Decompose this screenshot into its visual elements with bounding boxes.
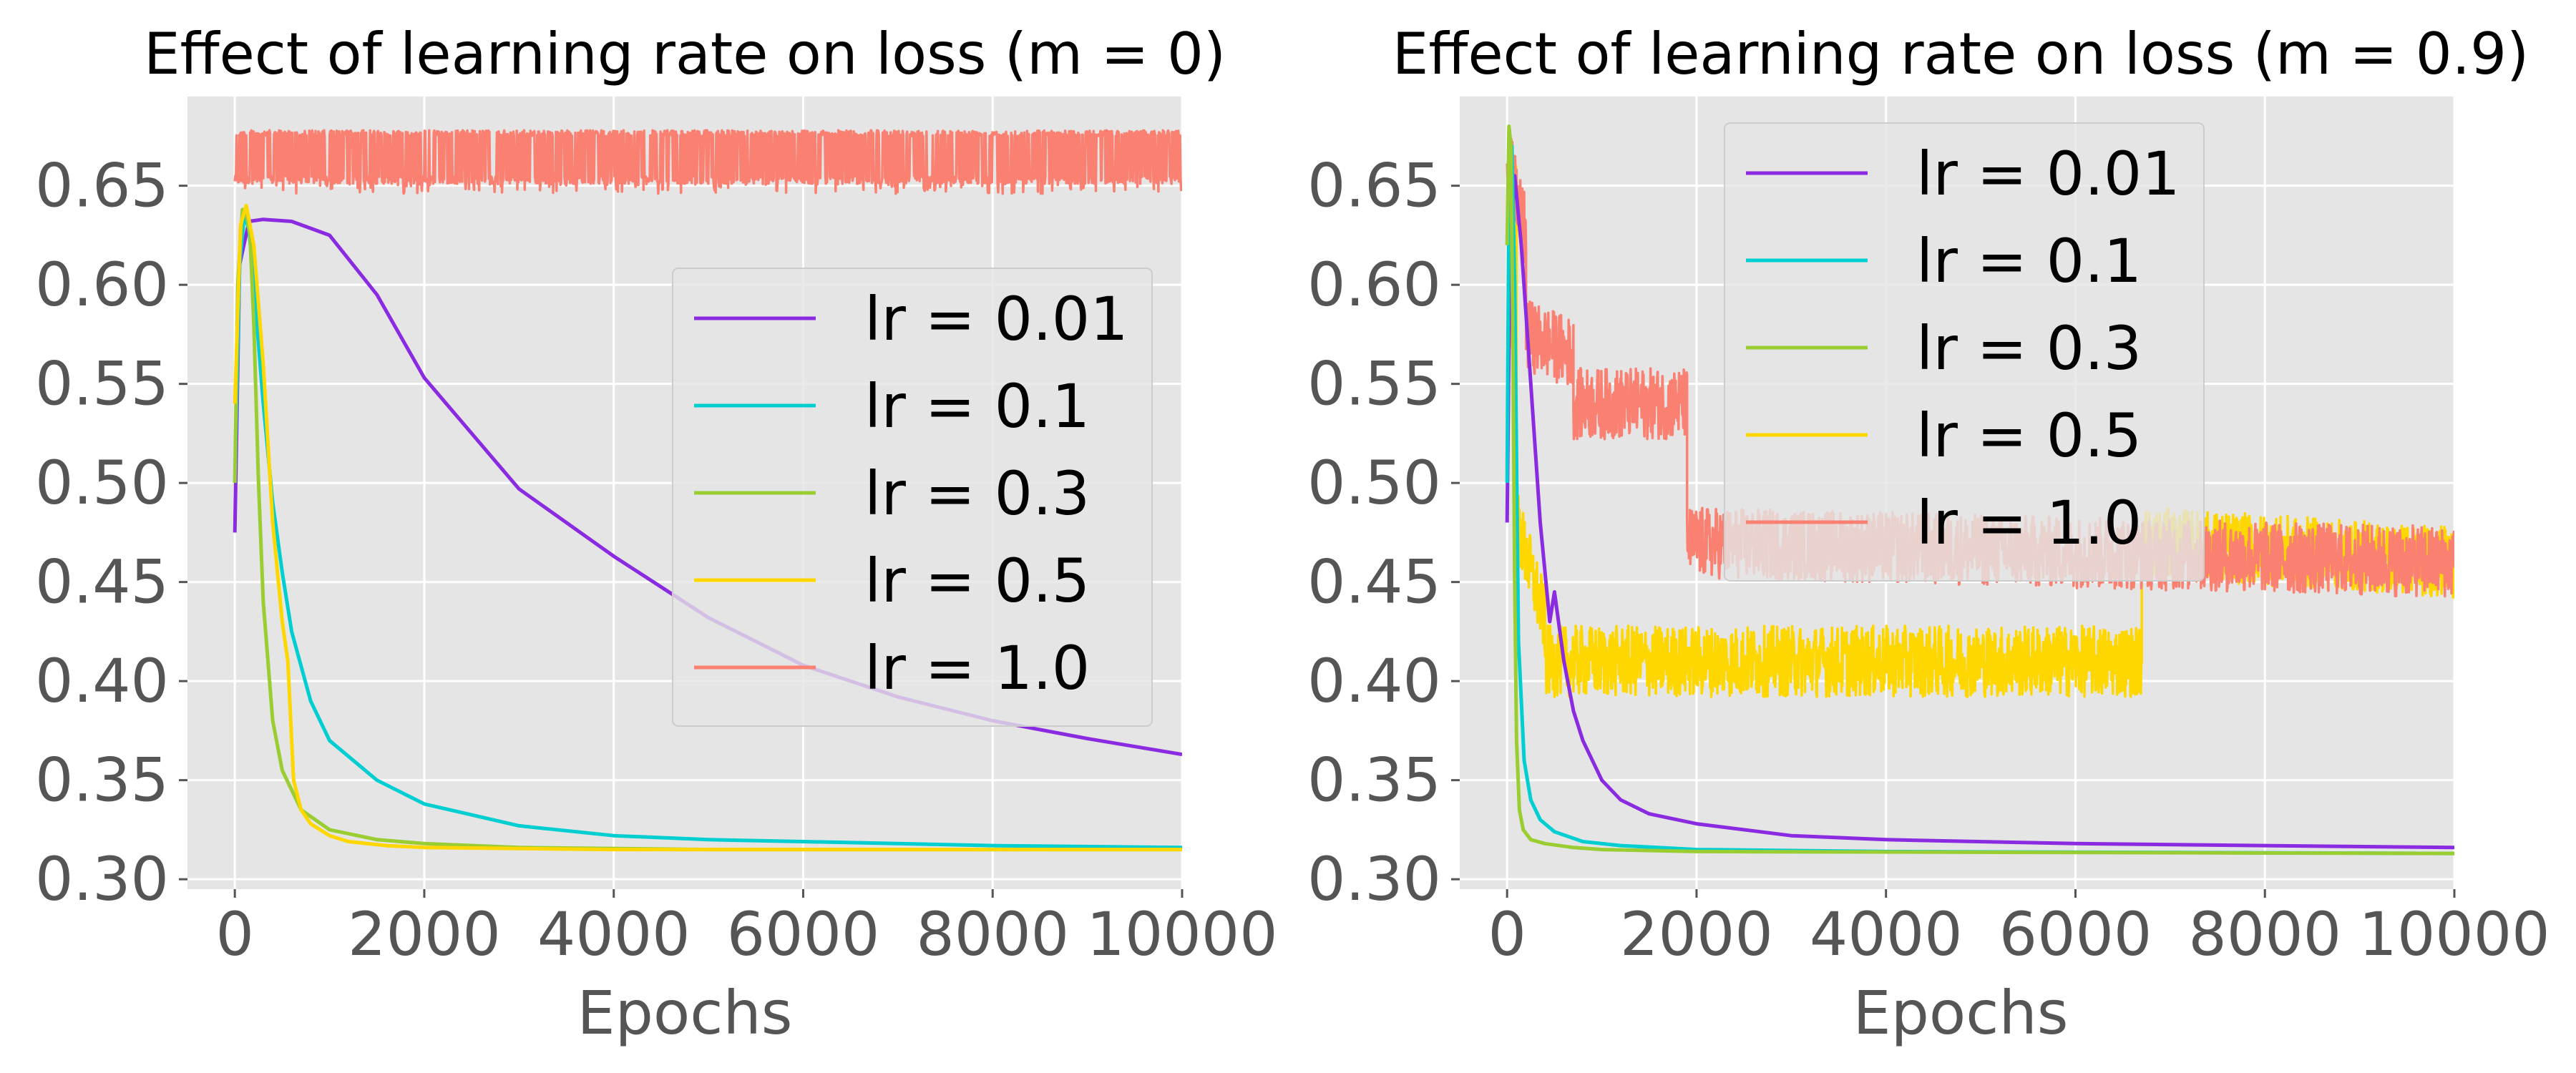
x-tick-label: 8000 <box>2188 899 2341 969</box>
series-line-lr-0-1 <box>233 213 1182 850</box>
y-tick-label: 0.35 <box>1307 745 1441 815</box>
y-tick-label: 0.40 <box>35 646 169 716</box>
y-tick-label: 0.55 <box>35 349 169 419</box>
left-legend: lr = 0.01 lr = 0.1 lr = 0.3 lr = 0.5 lr = 1.… <box>672 268 1153 727</box>
left-panel: 0 2000 4000 6000 8000 10000 0.300.350.400.450… <box>35 21 1278 1048</box>
series-line-lr-0-3 <box>1505 124 2454 856</box>
y-tick-label: 0.50 <box>1307 448 1441 518</box>
right-panel: 0 2000 4000 6000 8000 10000 0.300.350.400.450… <box>1307 21 2550 1048</box>
legend-label: lr = 0.01 <box>864 284 1128 354</box>
x-tick-label: 6000 <box>727 899 880 969</box>
y-tick-label: 0.60 <box>35 250 169 320</box>
x-tick-label: 2000 <box>348 899 501 969</box>
legend-label: lr = 0.3 <box>1916 313 2142 383</box>
legend-label: lr = 0.01 <box>1916 139 2180 209</box>
y-tick-label: 0.65 <box>1307 151 1441 221</box>
x-tick-label: 2000 <box>1620 899 1773 969</box>
left-y-tick-labels: 0.30 0.35 0.40 0.45 0.50 0.55 0.60 0.65 <box>35 151 187 914</box>
y-tick-label: 0.45 <box>1307 547 1441 617</box>
x-tick-label: 4000 <box>537 899 691 969</box>
right-x-axis-label: Epochs <box>1853 978 2069 1048</box>
x-tick-label: 10000 <box>1086 899 1277 969</box>
legend-label: lr = 0.5 <box>864 546 1090 616</box>
y-tick-label: 0.40 <box>1307 646 1441 716</box>
right-series <box>1505 124 2454 856</box>
legend-label: lr = 0.5 <box>1916 401 2142 471</box>
y-tick-label: 0.50 <box>35 448 169 518</box>
x-tick-label: 6000 <box>1999 899 2152 969</box>
x-tick-label: 0 <box>1488 899 1526 969</box>
right-y-tick-labels: 0.30 0.35 0.40 0.45 0.50 0.55 0.60 0.65 <box>1307 151 1460 914</box>
legend-label: lr = 0.3 <box>864 459 1090 529</box>
series-line-lr-0-5 <box>233 203 1182 852</box>
right-x-tick-labels: 0 2000 4000 6000 8000 10000 <box>1488 889 2550 969</box>
x-tick-label: 0 <box>215 899 253 969</box>
legend-box <box>672 268 1153 727</box>
left-chart-title: Effect of learning rate on loss (m = 0) <box>144 21 1226 87</box>
series-line-lr-1-0 <box>233 129 1182 195</box>
legend-label: lr = 1.0 <box>864 633 1090 703</box>
right-legend: lr = 0.01 lr = 0.1 lr = 0.3 lr = 0.5 lr = 1.… <box>1724 122 2205 582</box>
y-tick-label: 0.60 <box>1307 250 1441 320</box>
y-tick-label: 0.45 <box>35 547 169 617</box>
left-x-tick-labels: 0 2000 4000 6000 8000 10000 <box>215 889 1278 969</box>
x-tick-label: 10000 <box>2358 899 2550 969</box>
y-tick-label: 0.30 <box>35 844 169 914</box>
y-tick-label: 0.30 <box>1307 844 1441 914</box>
legend-label: lr = 0.1 <box>864 371 1090 441</box>
legend-label: lr = 0.1 <box>1916 226 2142 296</box>
legend-box <box>1724 122 2205 582</box>
right-chart-title: Effect of learning rate on loss (m = 0.9… <box>1392 21 2529 87</box>
y-tick-label: 0.55 <box>1307 349 1441 419</box>
series-line-lr-0-01 <box>1505 174 2454 850</box>
y-tick-label: 0.35 <box>35 745 169 815</box>
left-x-axis-label: Epochs <box>577 978 793 1048</box>
y-tick-label: 0.65 <box>35 151 169 221</box>
x-tick-label: 8000 <box>916 899 1069 969</box>
legend-label: lr = 1.0 <box>1916 488 2142 558</box>
x-tick-label: 4000 <box>1810 899 1963 969</box>
